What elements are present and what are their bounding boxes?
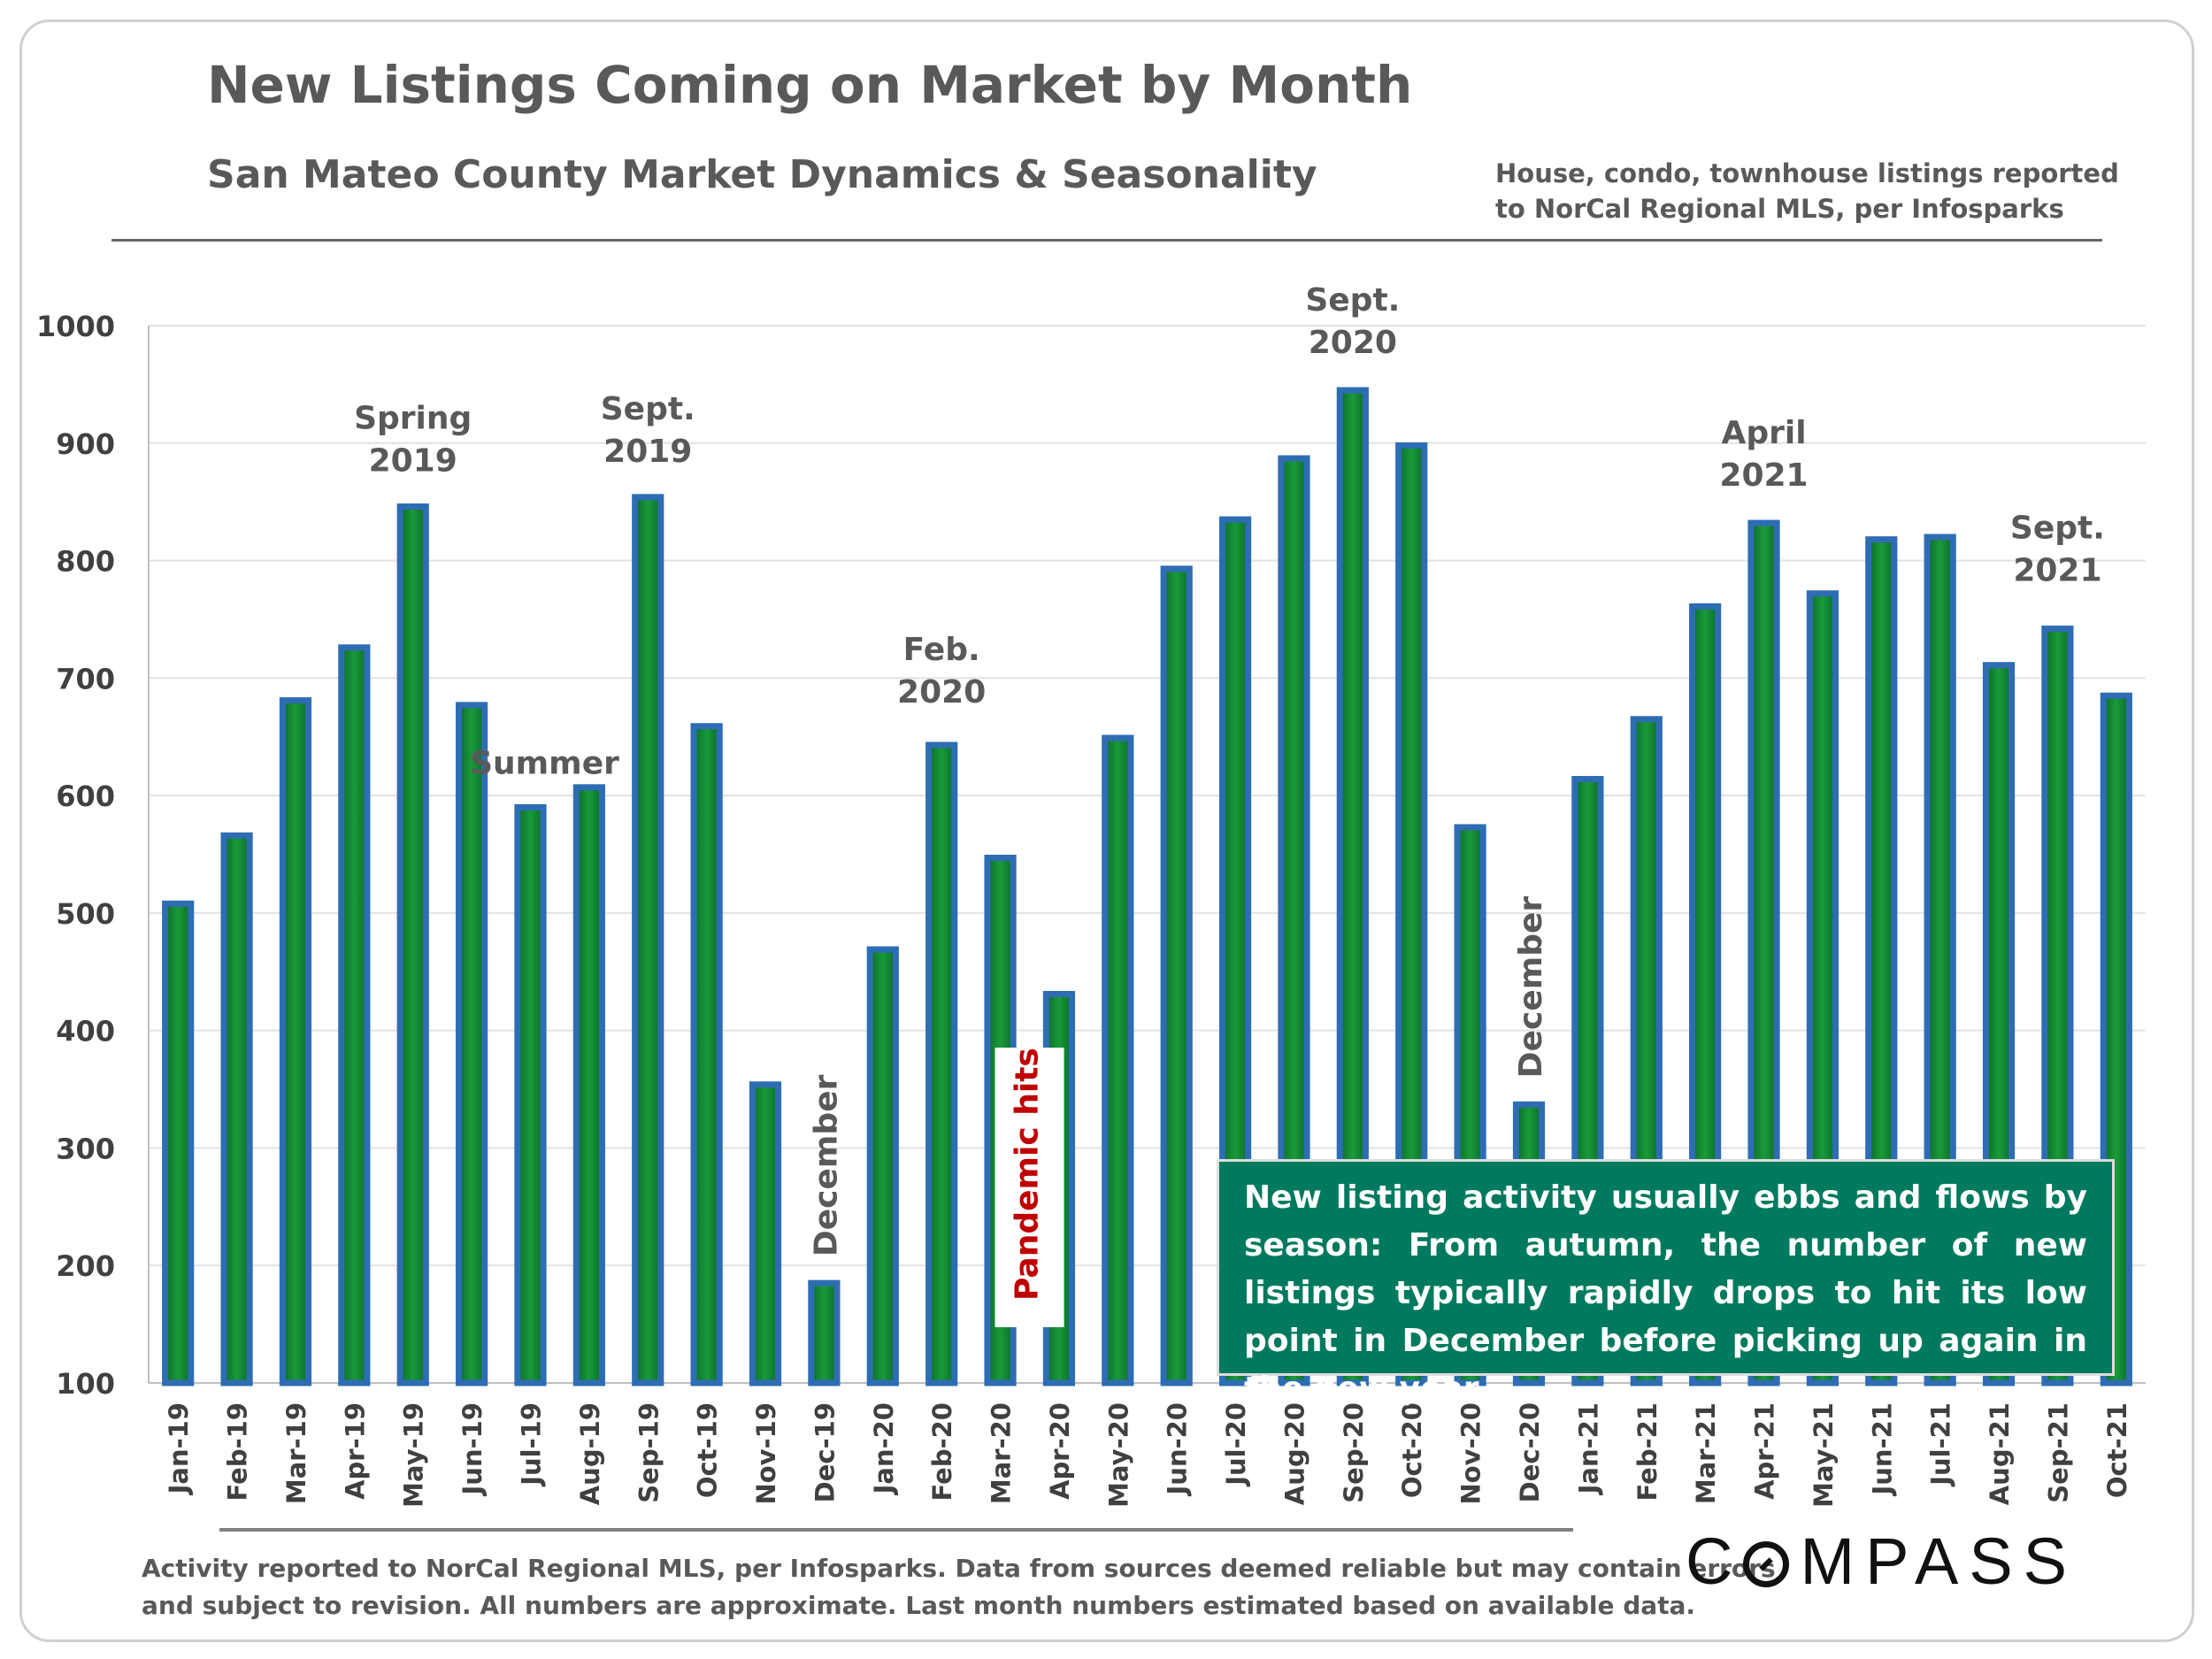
footer-line-2: and subject to revision. All numbers are… xyxy=(142,1591,1696,1620)
bar xyxy=(749,1081,782,1386)
y-tick-label: 600 xyxy=(56,780,115,813)
x-tick-label: Mar-19 xyxy=(281,1402,311,1504)
x-tick-label: May-20 xyxy=(1103,1402,1133,1508)
y-tick-label: 300 xyxy=(56,1132,115,1165)
x-tick-label: Aug-19 xyxy=(575,1402,605,1505)
footer-divider xyxy=(219,1528,1573,1532)
annotation-label: Sept. xyxy=(601,391,695,427)
x-tick-label: Dec-19 xyxy=(810,1402,840,1502)
x-tick-label: Jun-21 xyxy=(1867,1402,1897,1496)
annotation-label: 2020 xyxy=(897,674,986,710)
annotation-box xyxy=(995,1048,1064,1327)
x-tick-label: Apr-19 xyxy=(340,1402,370,1500)
y-tick-label: 100 xyxy=(56,1367,115,1401)
chart-subtitle: San Mateo County Market Dynamics & Seaso… xyxy=(207,152,1317,197)
footer-disclaimer: Activity reported to NorCal Regional MLS… xyxy=(142,1550,1776,1624)
y-tick-label: 1000 xyxy=(36,310,115,343)
bar xyxy=(396,503,429,1386)
bar xyxy=(926,741,958,1386)
y-tick-label: 200 xyxy=(56,1249,115,1283)
chart-title: New Listings Coming on Market by Month xyxy=(207,55,1413,115)
header-divider xyxy=(111,239,2102,242)
bar xyxy=(162,900,195,1386)
annotation-label: 2019 xyxy=(369,442,457,479)
annotation-label: 2021 xyxy=(2013,553,2101,589)
x-tick-label: Jun-19 xyxy=(457,1402,488,1496)
bar xyxy=(1102,734,1134,1386)
x-tick-label: Nov-20 xyxy=(1456,1402,1486,1505)
x-tick-label: Jan-20 xyxy=(869,1402,899,1495)
source-note-line-2: to NorCal Regional MLS, per Infosparks xyxy=(1495,194,2064,224)
annotation-label: 2021 xyxy=(1719,457,1808,494)
x-tick-label: Jan-21 xyxy=(1573,1402,1603,1495)
source-note-line-1: House, condo, townhouse listings reporte… xyxy=(1495,158,2119,188)
bar xyxy=(338,644,371,1386)
x-tick-label: Jul-20 xyxy=(1221,1402,1251,1487)
bar xyxy=(866,946,899,1386)
x-tick-label: Feb-21 xyxy=(1632,1402,1663,1501)
bar xyxy=(808,1279,841,1386)
x-tick-label: Jan-19 xyxy=(164,1402,194,1495)
footer-line-1: Activity reported to NorCal Regional MLS… xyxy=(142,1554,1776,1583)
bar xyxy=(455,702,488,1386)
annotation-label: April xyxy=(1721,415,1806,451)
y-tick-label: 900 xyxy=(56,427,115,461)
x-tick-label: Mar-21 xyxy=(1691,1402,1721,1504)
x-tick-label: Oct-19 xyxy=(693,1402,723,1498)
annotation-label: Sept. xyxy=(1305,282,1400,319)
x-tick-label: Jul-21 xyxy=(1926,1402,1956,1487)
x-tick-label: Aug-20 xyxy=(1279,1402,1310,1505)
bar xyxy=(514,803,547,1386)
x-tick-label: Nov-19 xyxy=(751,1402,781,1505)
y-tick-label: 400 xyxy=(56,1015,115,1048)
source-note: House, condo, townhouse listings reporte… xyxy=(1495,156,2119,227)
annotation-label: December xyxy=(808,1074,844,1256)
y-tick-label: 700 xyxy=(56,662,115,695)
annotation-label: Feb. xyxy=(903,632,980,668)
x-tick-label: Oct-21 xyxy=(2102,1402,2132,1498)
x-tick-label: Apr-21 xyxy=(1750,1402,1780,1500)
x-tick-label: Feb-19 xyxy=(223,1402,253,1501)
x-tick-label: Dec-20 xyxy=(1515,1402,1545,1502)
annotation-label: December xyxy=(1513,896,1549,1079)
compass-logo-o-icon xyxy=(1743,1541,1790,1587)
x-tick-label: Feb-20 xyxy=(927,1402,957,1501)
bar xyxy=(220,832,253,1386)
x-tick-label: Jul-19 xyxy=(516,1402,546,1487)
annotation-label: 2019 xyxy=(603,434,692,470)
x-tick-label: Jun-20 xyxy=(1163,1402,1193,1496)
bar xyxy=(572,784,605,1386)
x-tick-label: May-21 xyxy=(1809,1402,1839,1508)
x-tick-label: Apr-20 xyxy=(1045,1402,1075,1500)
x-tick-label: Sep-20 xyxy=(1339,1402,1369,1503)
annotation-label: Pandemic hits xyxy=(1010,1048,1046,1301)
x-tick-label: Sep-19 xyxy=(634,1402,664,1503)
annotation-label: Sept. xyxy=(2010,511,2105,547)
compass-logo-text: MPASS xyxy=(1800,1525,2078,1598)
compass-logo: C MPASS xyxy=(1686,1525,2078,1598)
bar xyxy=(632,494,664,1386)
y-tick-label: 500 xyxy=(56,897,115,931)
x-tick-label: Aug-21 xyxy=(1985,1402,2015,1505)
x-tick-label: Sep-21 xyxy=(2043,1402,2073,1503)
y-tick-label: 800 xyxy=(56,545,115,579)
x-tick-label: Oct-20 xyxy=(1397,1402,1427,1498)
seasonality-callout: New listing activity usually ebbs and fl… xyxy=(1217,1159,2115,1407)
annotation-label: Summer xyxy=(470,745,619,781)
bar xyxy=(1160,565,1193,1386)
annotation-label: Spring xyxy=(354,400,472,436)
bar xyxy=(279,697,312,1386)
x-tick-label: Mar-20 xyxy=(987,1402,1017,1504)
bar xyxy=(690,723,723,1386)
annotation-label: 2020 xyxy=(1309,325,1397,361)
x-tick-label: May-19 xyxy=(399,1402,429,1508)
